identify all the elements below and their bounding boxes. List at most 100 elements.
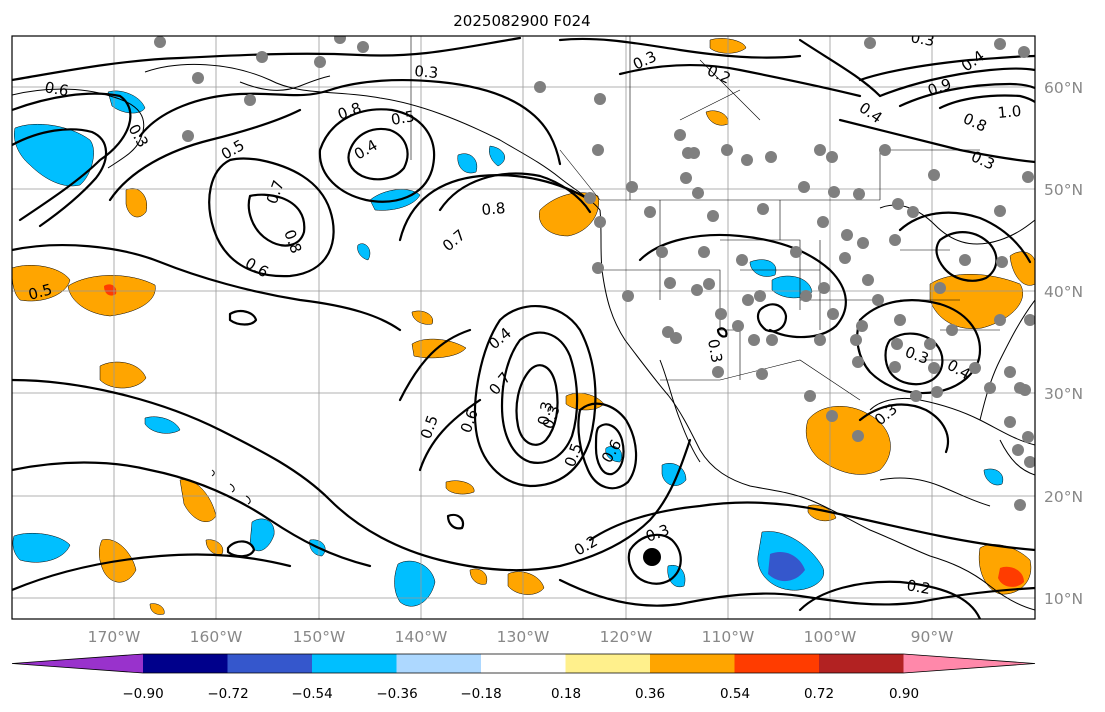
shade-region (14, 123, 94, 187)
station-marker (1014, 382, 1026, 394)
colorbar-tick-labels: −0.90 −0.72 −0.54 −0.36 −0.18 0.18 0.36 … (122, 686, 919, 702)
shade-region (67, 275, 156, 317)
colorbar-tick-label: 0.18 (551, 686, 581, 702)
station-marker (736, 254, 748, 266)
station-marker (1014, 499, 1026, 511)
station-marker (703, 278, 715, 290)
contour-line (12, 378, 692, 572)
contour-line (398, 174, 592, 242)
contour-line (858, 403, 950, 454)
contour-line (618, 63, 862, 98)
contour-line (935, 231, 998, 282)
contour-line (138, 79, 562, 166)
latitude-labels: 60°N 50°N 40°N 30°N 20°N 10°N (1044, 79, 1083, 608)
contour-line (898, 211, 1032, 264)
station-marker (814, 144, 826, 156)
station-marker (894, 314, 906, 326)
contour-label: 0.3 (414, 62, 439, 82)
storm-center-marker (643, 548, 661, 566)
shade-region (12, 533, 71, 563)
colorbar-tick-label: 0.36 (635, 686, 665, 702)
station-marker (680, 172, 692, 184)
lat-label: 50°N (1044, 181, 1083, 199)
colorbar (11, 653, 1036, 674)
contour-line (838, 118, 1035, 164)
shade-region (445, 480, 475, 495)
colorbar-tick-label: −0.36 (376, 686, 417, 702)
station-marker (864, 37, 876, 49)
station-marker (698, 246, 710, 258)
station-marker (817, 216, 829, 228)
station-marker (1022, 431, 1034, 443)
station-marker (928, 362, 940, 374)
station-marker (994, 205, 1006, 217)
station-marker (1018, 46, 1030, 58)
station-marker (592, 262, 604, 274)
station-marker (969, 362, 981, 374)
station-marker (857, 237, 869, 249)
colorbar-tick-label: 0.90 (889, 686, 919, 702)
coastlines (12, 63, 1035, 611)
station-marker (192, 72, 204, 84)
station-marker (256, 51, 268, 63)
contour-line (347, 127, 409, 181)
station-marker (931, 386, 943, 398)
contour-label: 0.8 (481, 199, 506, 219)
station-marker (707, 210, 719, 222)
contour-line (558, 578, 1035, 607)
contour-line (226, 540, 256, 558)
lon-label: 130°W (497, 628, 550, 646)
colorbar-segment (481, 654, 566, 673)
station-marker (818, 282, 830, 294)
station-marker (839, 252, 851, 264)
station-marker (994, 38, 1006, 50)
map-area: 0.6 0.3 0.8 0.5 0.4 0.7 0.8 0.6 0.5 0.3 … (12, 28, 1035, 619)
contour-line (438, 172, 592, 214)
station-marker (594, 216, 606, 228)
shade-region (768, 551, 805, 582)
station-marker (852, 356, 864, 368)
station-marker (584, 192, 596, 204)
contour-line (756, 303, 788, 333)
colorbar-segment (396, 654, 482, 673)
contour-line (938, 94, 1035, 110)
station-marker (891, 338, 903, 350)
contour-line (12, 553, 292, 592)
station-marker (872, 294, 884, 306)
contour-line (500, 331, 579, 464)
station-marker (334, 36, 346, 44)
political-borders (410, 36, 1000, 401)
contour-line (558, 37, 802, 59)
shade-region (457, 153, 478, 174)
shade-region (469, 568, 488, 585)
shade-region (667, 564, 686, 588)
station-marker (828, 186, 840, 198)
lon-label: 120°W (600, 628, 653, 646)
station-marker (688, 147, 700, 159)
contour-line (798, 580, 982, 619)
lon-label: 170°W (88, 628, 141, 646)
station-marker (1024, 456, 1035, 468)
station-marker (852, 430, 864, 442)
station-marker (182, 130, 194, 142)
lon-label: 160°W (190, 628, 243, 646)
contour-label: 0.5 (390, 107, 417, 129)
station-marker (732, 320, 744, 332)
station-marker (856, 320, 868, 332)
shade-region (805, 406, 891, 475)
station-marker (959, 254, 971, 266)
station-marker (721, 144, 733, 156)
station-marker (984, 382, 996, 394)
map-frame (11, 35, 1036, 620)
station-marker (879, 144, 891, 156)
colorbar-outline (11, 653, 1036, 674)
colorbar-extend-low (12, 654, 143, 673)
lat-label: 10°N (1044, 590, 1083, 608)
station-marker (1024, 314, 1035, 326)
contour-line (898, 82, 1035, 108)
contour-label: 0.3 (909, 28, 936, 50)
station-marker (862, 274, 874, 286)
contour-line (12, 128, 108, 228)
station-marker (757, 203, 769, 215)
